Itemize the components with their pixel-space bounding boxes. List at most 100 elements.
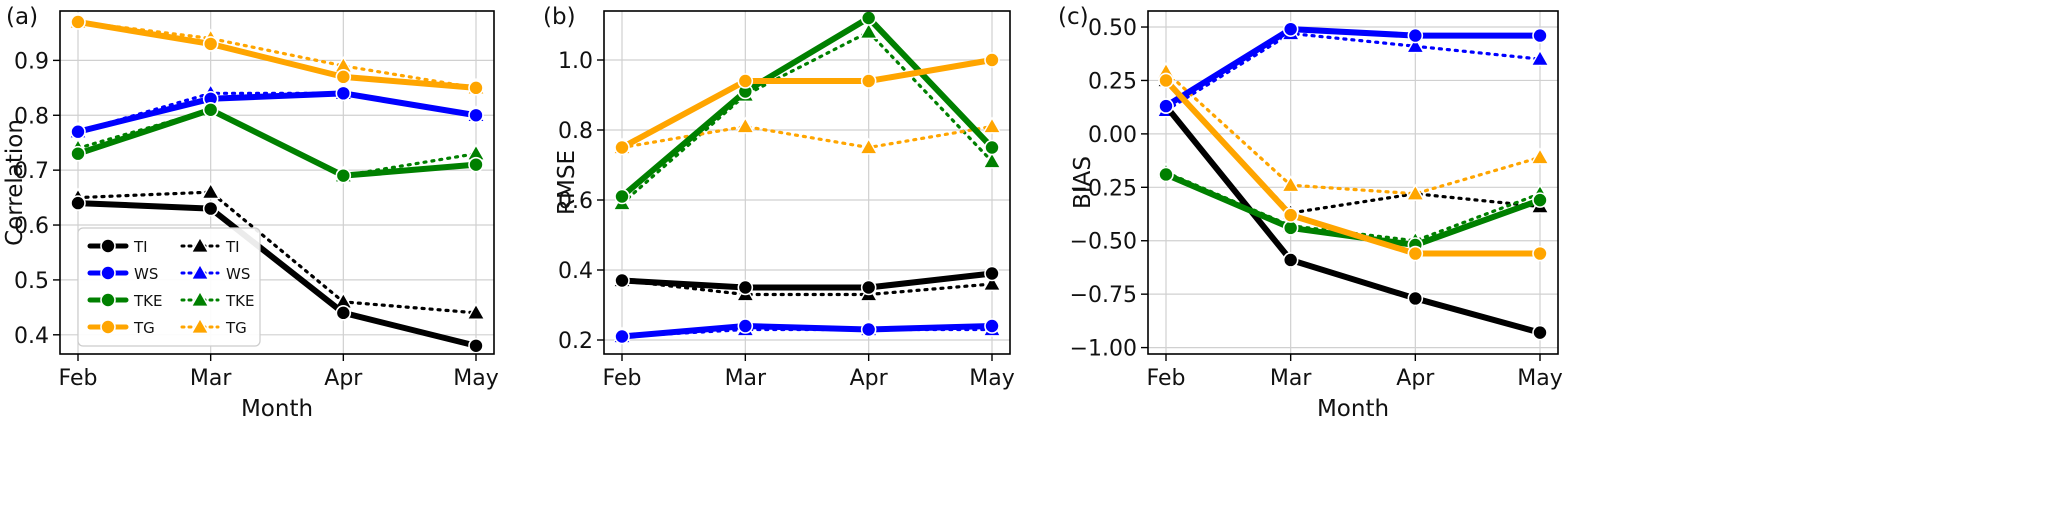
legend-label: WS bbox=[134, 265, 158, 283]
x-tick-label: Apr bbox=[1396, 366, 1435, 391]
legend-marker bbox=[100, 292, 116, 308]
legend-label: TI bbox=[225, 238, 240, 256]
panel-label: (b) bbox=[543, 4, 576, 30]
data-point bbox=[1280, 175, 1301, 193]
data-point bbox=[860, 279, 877, 296]
y-axis-label: BIAS bbox=[1070, 156, 1096, 209]
data-point bbox=[202, 101, 219, 118]
data-point bbox=[70, 123, 86, 140]
data-point bbox=[1158, 98, 1174, 114]
series-TKE-solid bbox=[1158, 166, 1548, 253]
legend-item: TKE bbox=[180, 290, 254, 310]
data-point bbox=[735, 116, 756, 134]
x-tick-label: Feb bbox=[1147, 366, 1186, 391]
data-point bbox=[614, 272, 630, 289]
series-WS-solid bbox=[1158, 21, 1548, 114]
x-tick-label: Apr bbox=[324, 366, 363, 391]
panel-label: (a) bbox=[6, 4, 38, 30]
legend-marker bbox=[190, 236, 210, 254]
legend-marker bbox=[100, 319, 116, 335]
data-point bbox=[860, 73, 877, 89]
data-point bbox=[202, 200, 219, 217]
y-tick-label: −0.25 bbox=[1070, 176, 1137, 201]
legend-item: TI bbox=[87, 238, 148, 256]
series-line bbox=[76, 190, 478, 315]
legend-item: WS bbox=[180, 263, 250, 283]
data-point bbox=[984, 318, 1000, 334]
y-tick-label: 0.25 bbox=[1088, 69, 1137, 94]
data-point bbox=[1530, 49, 1550, 67]
data-point bbox=[737, 279, 754, 296]
data-point bbox=[335, 69, 352, 85]
data-point bbox=[70, 14, 86, 30]
y-tick-label: −1.00 bbox=[1070, 337, 1137, 362]
x-tick-label: Apr bbox=[850, 366, 889, 391]
data-point bbox=[737, 73, 754, 89]
data-point bbox=[1530, 147, 1550, 165]
plot-frame bbox=[59, 10, 495, 355]
y-tick-label: 0.4 bbox=[558, 259, 593, 284]
legend-item: WS bbox=[87, 265, 158, 283]
series-line bbox=[75, 18, 479, 91]
series-line bbox=[620, 278, 994, 297]
y-tick-label: 1.0 bbox=[558, 49, 593, 74]
y-tick-label: 0.7 bbox=[14, 159, 49, 184]
legend-item: TG bbox=[87, 319, 155, 337]
data-point bbox=[1158, 72, 1174, 89]
data-point bbox=[858, 22, 879, 40]
legend-marker bbox=[100, 265, 116, 281]
y-axis-label: RMSE bbox=[554, 150, 580, 215]
data-point bbox=[468, 107, 484, 124]
series-line bbox=[619, 15, 995, 200]
x-tick-label: Feb bbox=[59, 366, 98, 391]
series-WS-solid bbox=[70, 85, 484, 140]
series-WS-dotted bbox=[68, 83, 486, 139]
data-point bbox=[70, 195, 86, 211]
series-line bbox=[1164, 31, 1542, 112]
series-line bbox=[75, 200, 479, 349]
y-tick-label: 0.6 bbox=[14, 214, 49, 239]
data-point bbox=[982, 274, 1002, 292]
data-point bbox=[1282, 252, 1299, 268]
legend-item: TG bbox=[180, 317, 247, 337]
data-point bbox=[1407, 27, 1424, 44]
plot-frame bbox=[1147, 10, 1559, 355]
y-axis-label: Correlation bbox=[2, 119, 28, 246]
data-point bbox=[335, 305, 352, 321]
legend-item: TKE bbox=[87, 292, 162, 310]
series-TI-solid bbox=[614, 265, 1000, 296]
data-point bbox=[468, 80, 484, 96]
x-tick-label: Feb bbox=[603, 366, 642, 391]
y-tick-label: 0.6 bbox=[558, 189, 593, 214]
y-tick-label: 0.50 bbox=[1088, 16, 1137, 41]
data-point bbox=[984, 265, 1000, 282]
data-point bbox=[860, 10, 877, 26]
panel-label: (c) bbox=[1058, 4, 1089, 30]
series-line bbox=[619, 323, 995, 340]
series-line bbox=[1164, 78, 1542, 215]
legend-label: TKE bbox=[133, 292, 162, 310]
data-point bbox=[1282, 207, 1299, 223]
data-point bbox=[614, 188, 630, 205]
x-tick-label: May bbox=[453, 366, 498, 391]
data-point bbox=[737, 318, 754, 334]
legend: TI WS TKE TG TI WS TKE TG bbox=[77, 227, 261, 347]
chart-panel-a: 0.4 0.5 0.6 0.7 0.8 0.9 Feb Mar Apr May Month Corre… bbox=[2, 4, 499, 422]
legend-label: TKE bbox=[225, 292, 254, 310]
series-line bbox=[1163, 103, 1543, 336]
series-line bbox=[620, 124, 994, 150]
data-point bbox=[984, 139, 1000, 156]
data-point bbox=[466, 302, 486, 320]
series-line bbox=[1163, 26, 1543, 110]
y-tick-label: 0.9 bbox=[14, 49, 49, 74]
y-tick-label: 0.00 bbox=[1088, 123, 1137, 148]
data-point bbox=[1407, 245, 1424, 262]
y-tick-label: −0.50 bbox=[1070, 230, 1137, 255]
data-point bbox=[70, 145, 86, 162]
series-line bbox=[76, 108, 478, 178]
data-point bbox=[1405, 183, 1426, 201]
data-point bbox=[860, 321, 877, 338]
data-point bbox=[1158, 166, 1174, 183]
data-point bbox=[982, 151, 1002, 169]
